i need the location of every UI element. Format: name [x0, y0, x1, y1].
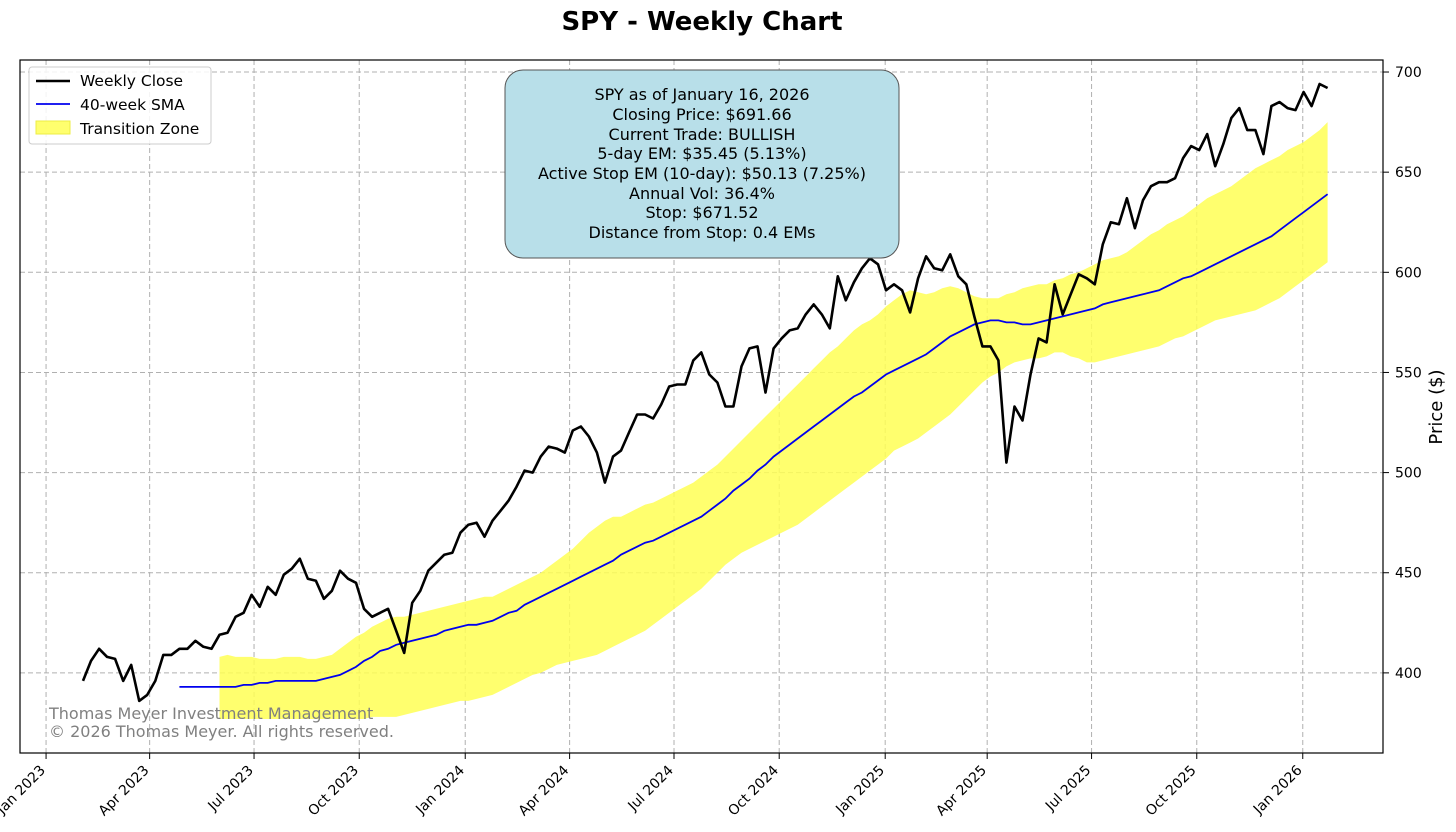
y-tick-label: 450 — [1395, 566, 1422, 582]
x-tick-label: Apr 2025 — [933, 763, 990, 820]
info-stop: Stop: $671.52 — [645, 203, 758, 222]
watermark-line-1: Thomas Meyer Investment Management — [48, 704, 373, 723]
x-tick-label: Jul 2023 — [205, 763, 257, 815]
x-tick-label: Jan 2025 — [832, 763, 888, 819]
info-date: SPY as of January 16, 2026 — [594, 85, 809, 104]
chart-title: SPY - Weekly Chart — [561, 7, 842, 37]
x-tick-label: Jul 2025 — [1042, 763, 1094, 815]
transition-zone-layer — [219, 122, 1328, 720]
y-tick-label: 550 — [1395, 365, 1422, 381]
x-tick-label: Oct 2023 — [305, 763, 362, 820]
x-tick-label: Jan 2024 — [412, 762, 468, 818]
info-current-trade: Current Trade: BULLISH — [609, 125, 796, 144]
x-tick-label: Oct 2025 — [1143, 763, 1200, 820]
legend-box — [28, 66, 212, 145]
y-axis: 400 450 500 550 600 650 700 — [1383, 65, 1422, 682]
weekly-close-line — [81, 82, 1329, 703]
info-distance-from-stop: Distance from Stop: 0.4 EMs — [589, 223, 816, 242]
plot-frame — [19, 59, 1384, 754]
x-tick-label: Jul 2024 — [625, 762, 677, 814]
legend-zone-label: Transition Zone — [79, 120, 199, 138]
x-tick-label: Oct 2024 — [725, 762, 782, 819]
legend: Weekly Close 40-week SMA Transition Zone — [28, 66, 212, 145]
close-layer — [81, 82, 1329, 703]
legend-close-label: Weekly Close — [80, 72, 183, 90]
y-tick-label: 650 — [1395, 165, 1422, 181]
y-tick-label: 400 — [1395, 666, 1422, 682]
y-tick-label: 500 — [1395, 466, 1422, 482]
legend-sma-label: 40-week SMA — [80, 96, 185, 114]
watermark-line-2: © 2026 Thomas Meyer. All rights reserved… — [49, 722, 394, 741]
x-axis: Jan 2023 Apr 2023 Jul 2023 Oct 2023 Jan 2024… — [0, 753, 1306, 819]
transition-zone-band — [219, 122, 1328, 720]
sma-layer — [179, 193, 1329, 688]
info-box-background — [504, 69, 900, 259]
x-tick-label: Jan 2026 — [1250, 762, 1306, 818]
info-box: SPY as of January 16, 2026 Closing Price… — [504, 69, 900, 259]
x-tick-label: Jan 2023 — [0, 763, 49, 819]
info-active-stop-em: Active Stop EM (10-day): $50.13 (7.25%) — [538, 164, 866, 183]
info-closing-price: Closing Price: $691.66 — [612, 105, 791, 124]
info-5day-em: 5-day EM: $35.45 (5.13%) — [597, 144, 806, 163]
x-tick-label: Apr 2023 — [96, 763, 153, 820]
legend-zone-swatch — [35, 120, 71, 135]
x-tick-label: Apr 2024 — [516, 762, 573, 819]
info-annual-vol: Annual Vol: 36.4% — [629, 184, 775, 203]
y-tick-label: 600 — [1395, 265, 1422, 281]
sma-line — [179, 193, 1329, 688]
y-tick-label: 700 — [1395, 65, 1422, 81]
y-axis-label: Price ($) — [1426, 369, 1447, 444]
